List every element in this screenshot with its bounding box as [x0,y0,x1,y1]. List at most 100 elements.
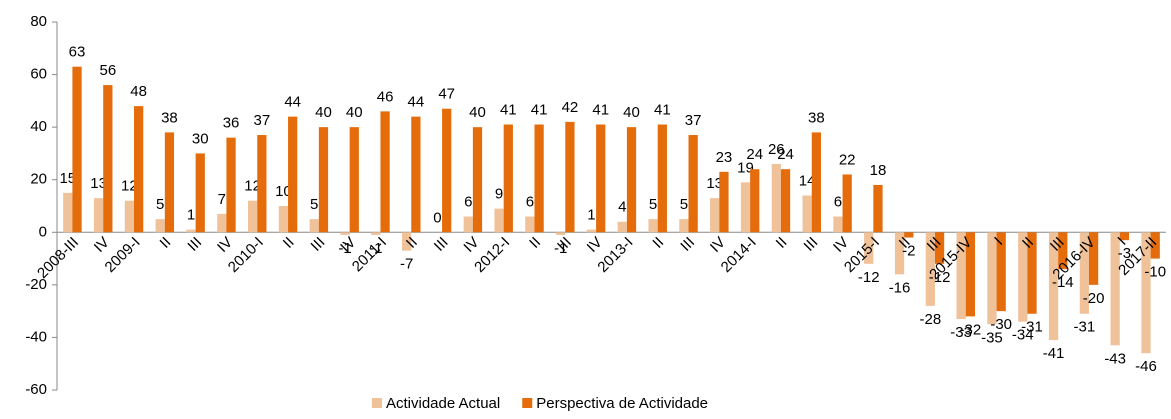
data-label: -7 [400,256,413,273]
data-label: -34 [1012,327,1034,344]
data-label: -1 [554,240,567,257]
x-tick-label: IV [830,234,852,256]
data-label: -10 [1144,264,1166,281]
data-label: -14 [1052,274,1074,291]
data-label: 47 [438,86,455,103]
bar [134,106,144,233]
data-label: 41 [500,101,517,118]
x-tick-label: III [431,234,452,255]
data-label: 63 [69,44,86,61]
bar [472,127,483,233]
data-label: 7 [218,191,226,208]
bar [679,219,689,233]
y-tick-label: 60 [30,66,47,83]
bar [904,232,914,238]
bar [525,216,535,233]
bar [894,232,905,275]
y-tick-label: 0 [39,223,47,240]
data-label: 41 [592,101,609,118]
data-label: 41 [654,101,671,118]
bar [226,137,236,233]
data-label: -16 [889,279,911,296]
bar [380,111,390,233]
bar [626,127,637,233]
data-label: -20 [1083,290,1105,307]
bar [1088,232,1099,285]
bar [195,153,205,233]
x-tick-label: III [308,234,329,255]
data-label: 30 [192,130,209,147]
data-label: -31 [1074,319,1096,336]
bar [309,219,319,233]
data-label: -1 [338,240,351,257]
data-label: 38 [808,109,825,126]
data-label: -35 [981,329,1003,346]
bar [340,232,350,235]
data-label: 46 [377,88,394,105]
data-label: 42 [562,99,579,116]
bar [925,232,935,306]
bar [996,232,1006,312]
bar [657,124,667,233]
x-tick-label: II [157,234,175,252]
data-label: 12 [121,178,138,195]
bar [802,195,812,233]
data-label: 4 [618,199,626,216]
data-label: 38 [161,109,178,126]
y-tick-label: 80 [30,13,47,30]
data-label: 37 [685,112,702,129]
bar [648,219,658,233]
bar [186,229,196,233]
legend-swatch [522,398,533,408]
data-label: 6 [834,193,842,210]
data-label: -28 [919,311,941,328]
bar [371,232,381,235]
x-tick-label: III [801,234,822,255]
bar [586,229,597,233]
x-tick-label: III [677,234,698,255]
x-tick-label: 2010-I [225,234,267,276]
data-label: 5 [680,196,688,213]
data-label: 9 [495,186,503,203]
data-label: -1 [369,240,382,257]
bar [442,108,452,233]
bar [1141,232,1151,354]
data-label: 37 [254,112,271,129]
data-label: 18 [870,162,887,179]
bar [349,127,359,233]
bar [1018,232,1028,322]
bar [565,121,575,233]
bar [124,200,135,233]
bar [719,171,729,233]
data-label: 40 [315,104,332,121]
data-label: 24 [777,146,794,163]
bar [402,232,412,251]
data-label: 1 [587,207,595,224]
bar [93,198,104,233]
x-tick-label: 2013-I [594,234,636,276]
bar [103,85,113,233]
bar [740,182,751,233]
bar [1110,232,1120,346]
bar [247,200,258,233]
data-label: 5 [156,196,164,213]
data-label: 40 [469,104,486,121]
bar [864,232,874,264]
data-label: 40 [623,104,640,121]
bar [503,124,513,233]
y-tick-label: 20 [30,171,47,188]
bar [1048,232,1059,341]
data-label: -2 [902,243,915,260]
y-tick-label: 40 [30,118,47,135]
x-tick-label: 2008-III [34,234,82,282]
bar [1079,232,1089,314]
x-tick-label: IV [214,234,236,256]
bar [617,221,627,233]
bar [596,124,606,233]
data-label: 0 [433,209,441,226]
x-tick-label: II [649,234,667,252]
bar [833,216,843,233]
bar [710,198,720,233]
data-label: -31 [1021,319,1043,336]
x-tick-label: IV [460,234,482,256]
